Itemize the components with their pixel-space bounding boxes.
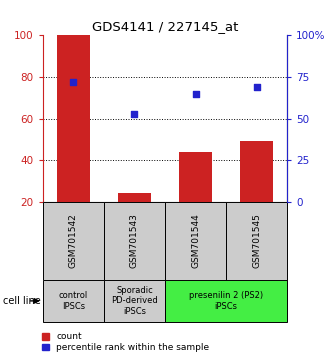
Text: GSM701544: GSM701544 <box>191 213 200 268</box>
Text: GSM701545: GSM701545 <box>252 213 261 268</box>
Text: control
IPSCs: control IPSCs <box>59 291 88 310</box>
Bar <box>57 35 90 202</box>
Bar <box>43 202 104 280</box>
Bar <box>43 280 104 322</box>
Title: GDS4141 / 227145_at: GDS4141 / 227145_at <box>92 20 238 33</box>
Bar <box>104 280 165 322</box>
Bar <box>240 142 273 202</box>
Point <box>71 79 76 85</box>
Point <box>132 111 137 116</box>
Text: GSM701543: GSM701543 <box>130 213 139 268</box>
Text: Sporadic
PD-derived
iPSCs: Sporadic PD-derived iPSCs <box>111 286 158 316</box>
Point <box>193 91 198 96</box>
Bar <box>165 280 287 322</box>
Point <box>254 84 259 90</box>
Legend: count, percentile rank within the sample: count, percentile rank within the sample <box>41 331 210 353</box>
Bar <box>226 202 287 280</box>
Text: GSM701542: GSM701542 <box>69 213 78 268</box>
Text: cell line: cell line <box>3 296 41 306</box>
Bar <box>118 193 151 202</box>
Text: presenilin 2 (PS2)
iPSCs: presenilin 2 (PS2) iPSCs <box>189 291 263 310</box>
Bar <box>179 152 212 202</box>
Bar <box>165 202 226 280</box>
Bar <box>104 202 165 280</box>
